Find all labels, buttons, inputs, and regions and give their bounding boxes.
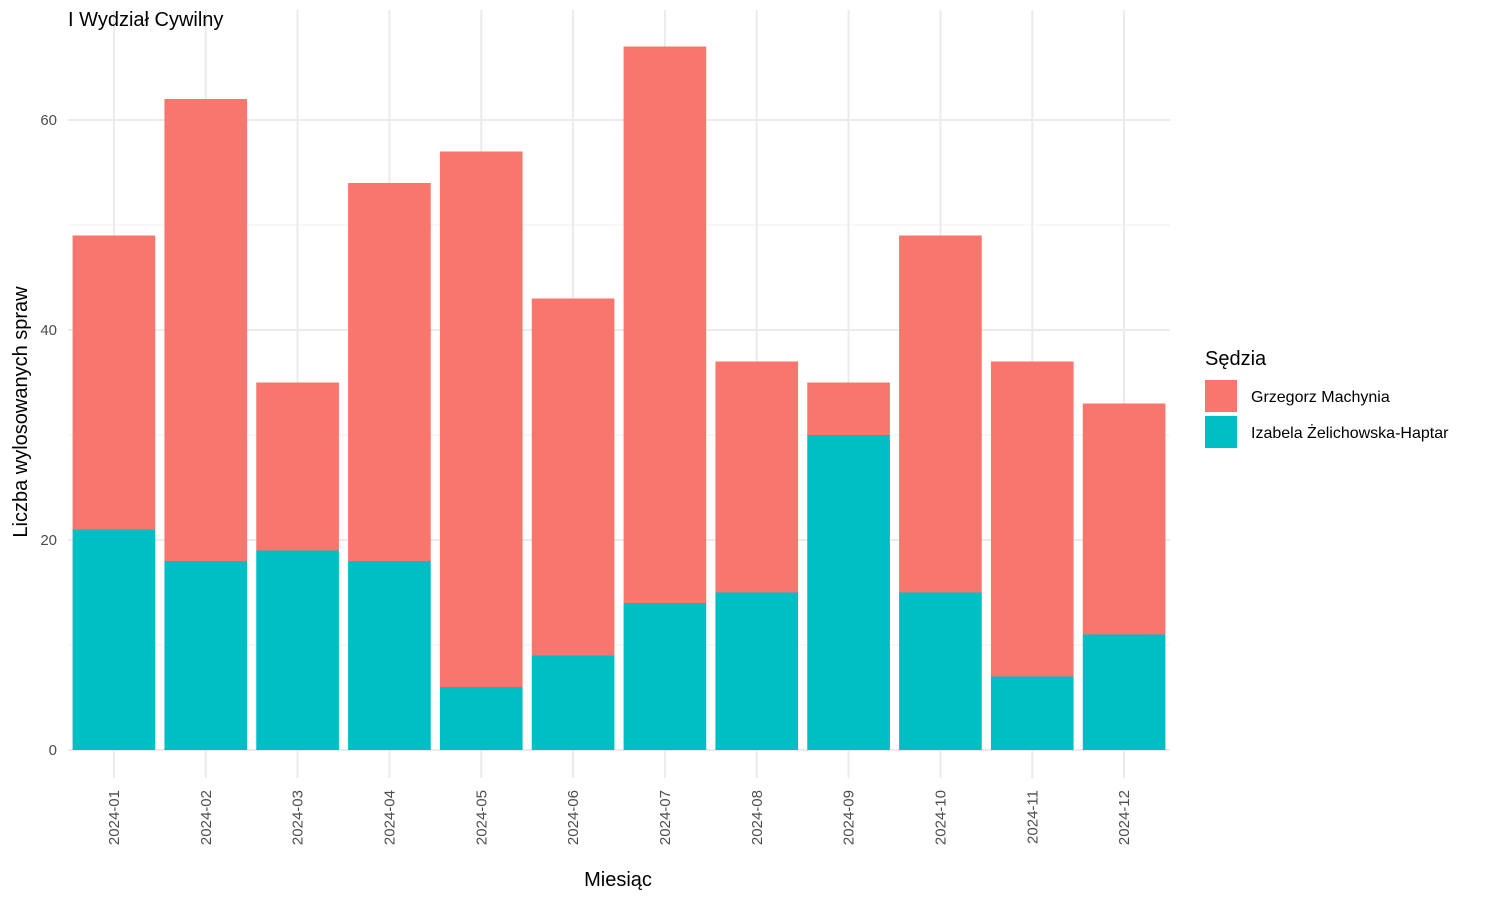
x-tick-label: 2024-06 <box>565 790 582 845</box>
bar-2024-01-series-0 <box>72 529 156 750</box>
bar-2024-04-series-0 <box>348 561 431 750</box>
x-tick-label: 2024-05 <box>473 790 490 845</box>
legend-label: Grzegorz Machynia <box>1251 389 1390 406</box>
bars <box>72 46 1166 750</box>
x-tick-label: 2024-10 <box>932 790 949 845</box>
legend-title: Sędzia <box>1205 348 1267 370</box>
bar-2024-10-series-1 <box>899 235 982 593</box>
x-tick-label: 2024-08 <box>749 790 766 845</box>
legend: Sędzia Grzegorz Machynia Izabela Żelichow… <box>1205 348 1449 448</box>
x-tick-label: 2024-04 <box>381 790 398 845</box>
x-tick-label: 2024-09 <box>841 790 858 845</box>
legend-key <box>1205 380 1237 412</box>
bar-2024-04-series-1 <box>348 183 431 561</box>
bar-2024-05-series-0 <box>439 687 523 750</box>
bar-2024-03-series-1 <box>256 382 339 551</box>
bar-2024-06-series-1 <box>531 298 615 656</box>
chart-title: I Wydział Cywilny <box>68 9 223 31</box>
x-tick-label: 2024-01 <box>106 790 123 845</box>
x-axis: 2024-01 2024-02 2024-03 2024-04 2024-05 2024-… <box>106 790 1133 845</box>
bar-2024-09-series-1 <box>807 382 890 435</box>
y-axis: 0 20 40 60 <box>40 112 57 759</box>
x-tick-label: 2024-03 <box>290 790 307 845</box>
bar-2024-07-series-1 <box>623 46 707 603</box>
x-tick-label: 2024-12 <box>1116 790 1133 845</box>
x-tick-label: 2024-07 <box>657 790 674 845</box>
y-axis-title: Liczba wylosowanych spraw <box>10 286 32 538</box>
bar-2024-02-series-0 <box>164 561 248 750</box>
bar-2024-01-series-1 <box>72 235 156 530</box>
x-tick-label: 2024-11 <box>1024 790 1041 844</box>
y-tick-label: 40 <box>40 322 57 339</box>
y-tick-label: 20 <box>40 532 57 549</box>
x-axis-title: Miesiąc <box>584 869 652 891</box>
bar-2024-12-series-1 <box>1082 403 1166 635</box>
bar-2024-05-series-1 <box>439 151 523 687</box>
bar-2024-11-series-1 <box>990 361 1074 677</box>
bar-2024-03-series-0 <box>256 550 339 750</box>
bar-2024-06-series-0 <box>531 655 615 750</box>
bar-2024-12-series-0 <box>1082 634 1166 750</box>
bar-2024-09-series-0 <box>807 435 890 750</box>
legend-key <box>1205 416 1237 448</box>
bar-2024-08-series-0 <box>715 592 799 750</box>
bar-2024-08-series-1 <box>715 361 799 593</box>
bar-2024-10-series-0 <box>899 592 982 750</box>
legend-label: Izabela Żelichowska-Haptar <box>1251 423 1449 442</box>
bar-2024-02-series-1 <box>164 99 248 561</box>
bar-2024-07-series-0 <box>623 603 707 750</box>
y-tick-label: 0 <box>49 742 57 759</box>
x-tick-label: 2024-02 <box>198 790 215 845</box>
y-tick-label: 60 <box>40 112 57 129</box>
bar-2024-11-series-0 <box>990 676 1074 750</box>
